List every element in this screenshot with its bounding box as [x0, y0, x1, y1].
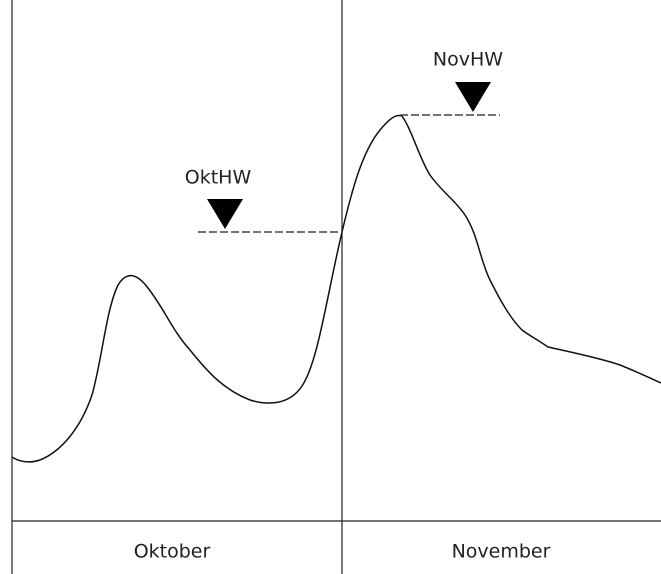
okt-high-marker	[207, 199, 243, 229]
discharge-curve	[11, 114, 661, 463]
okt-high-label: OktHW	[185, 167, 252, 189]
month-label: November	[452, 541, 551, 563]
nov-high-marker	[455, 82, 491, 112]
nov-high-label: NovHW	[433, 49, 503, 71]
month-label: Oktober	[134, 541, 211, 563]
